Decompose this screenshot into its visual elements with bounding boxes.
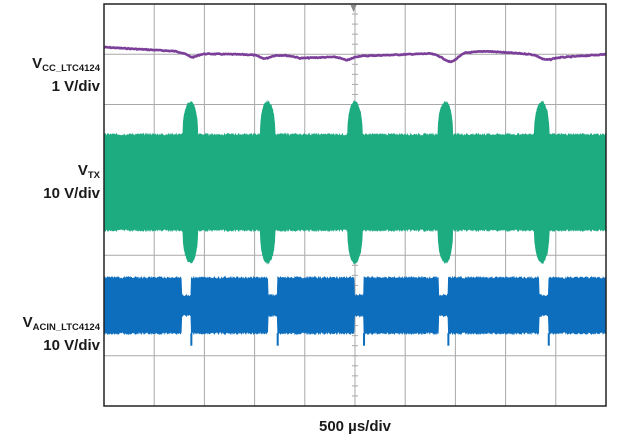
trace-vcc-ltc4124	[103, 45, 606, 64]
channel-label-vtx: VTX 10 V/div	[4, 162, 100, 203]
channel-label-vcc: VCC_LTC4124 1 V/div	[4, 55, 100, 96]
channel-scale-vacin: 10 V/div	[43, 337, 100, 354]
channel-label-vacin: VACIN_LTC4124 10 V/div	[4, 314, 100, 355]
x-axis-scale: 500 µs/div	[318, 418, 392, 435]
traces	[103, 45, 607, 346]
channel-scale-vtx: 10 V/div	[43, 185, 100, 202]
plot-frame	[103, 3, 607, 407]
channel-scale-vcc: 1 V/div	[51, 78, 100, 95]
trigger-marker-icon	[350, 5, 357, 12]
trace-vtx	[103, 99, 607, 265]
